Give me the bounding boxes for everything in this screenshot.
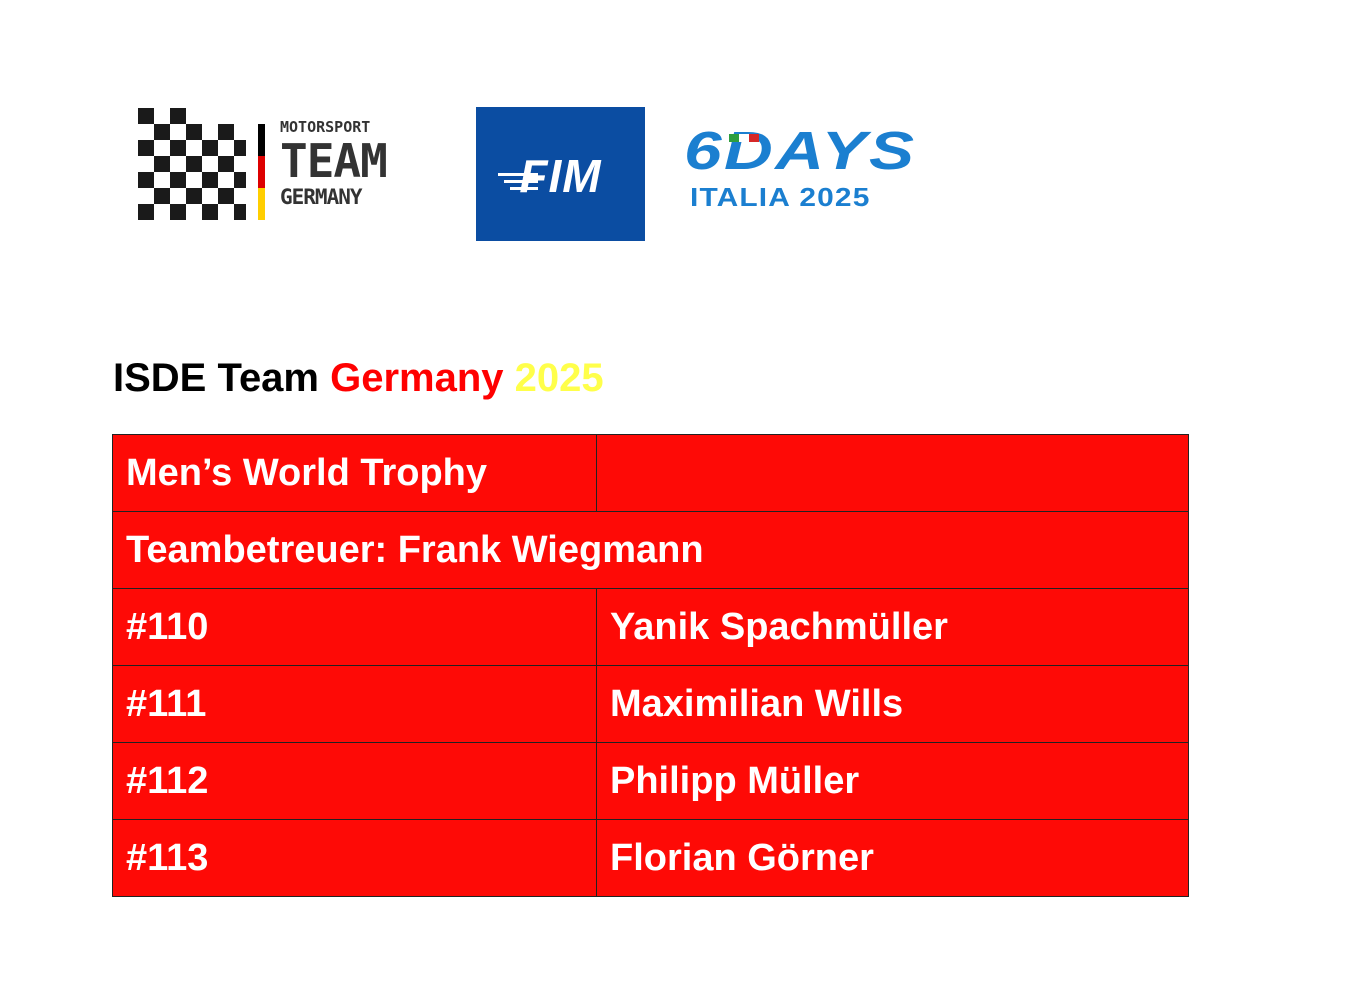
fim-logo: FIM — [476, 107, 645, 241]
italia-2025-wordmark: ITALIA 2025 — [690, 182, 871, 212]
checkered-flag-icon — [138, 108, 246, 220]
title-part-isde-team: ISDE Team — [113, 356, 319, 400]
german-flag-bar — [258, 124, 265, 220]
logo-line-motorsport: MOTORSPORT — [280, 118, 371, 136]
rider-name-cell: Maximilian Wills — [596, 665, 1189, 743]
motorsport-team-germany-logo: MOTORSPORT TEAM GERMANY — [136, 104, 392, 224]
team-roster-table: Men’s World Trophy Teambetreuer: Frank W… — [112, 434, 1189, 897]
table-row-title: Men’s World Trophy — [112, 434, 1189, 512]
title-part-germany: Germany — [330, 356, 504, 400]
trophy-title-empty-cell — [596, 434, 1189, 512]
table-row-manager: Teambetreuer: Frank Wiegmann — [112, 511, 1189, 589]
logo-line-germany: GERMANY — [280, 185, 363, 209]
rider-number-cell: #110 — [112, 588, 597, 666]
rider-name-cell: Florian Görner — [596, 819, 1189, 897]
rider-name-cell: Yanik Spachmüller — [596, 588, 1189, 666]
rider-name-cell: Philipp Müller — [596, 742, 1189, 820]
trophy-title-cell: Men’s World Trophy — [112, 434, 597, 512]
table-row: #112 Philipp Müller — [112, 742, 1189, 820]
page-title: ISDE Team Germany 2025 — [113, 356, 604, 401]
table-row: #111 Maximilian Wills — [112, 665, 1189, 743]
six-days-italia-logo: 6DAYS ITALIA 2025 — [684, 121, 944, 220]
team-manager-cell: Teambetreuer: Frank Wiegmann — [112, 511, 1189, 589]
table-row: #110 Yanik Spachmüller — [112, 588, 1189, 666]
italian-tricolor-icon — [729, 134, 759, 142]
rider-number-cell: #112 — [112, 742, 597, 820]
fim-speed-lines-icon — [498, 173, 538, 190]
six-days-wordmark: 6DAYS — [684, 121, 917, 181]
rider-number-cell: #111 — [112, 665, 597, 743]
table-row: #113 Florian Görner — [112, 819, 1189, 897]
title-part-year: 2025 — [514, 356, 604, 400]
logo-line-team: TEAM — [280, 134, 388, 188]
rider-number-cell: #113 — [112, 819, 597, 897]
motorsport-team-germany-wordmark: MOTORSPORT TEAM GERMANY — [280, 118, 388, 209]
fim-wordmark: FIM — [519, 150, 602, 202]
